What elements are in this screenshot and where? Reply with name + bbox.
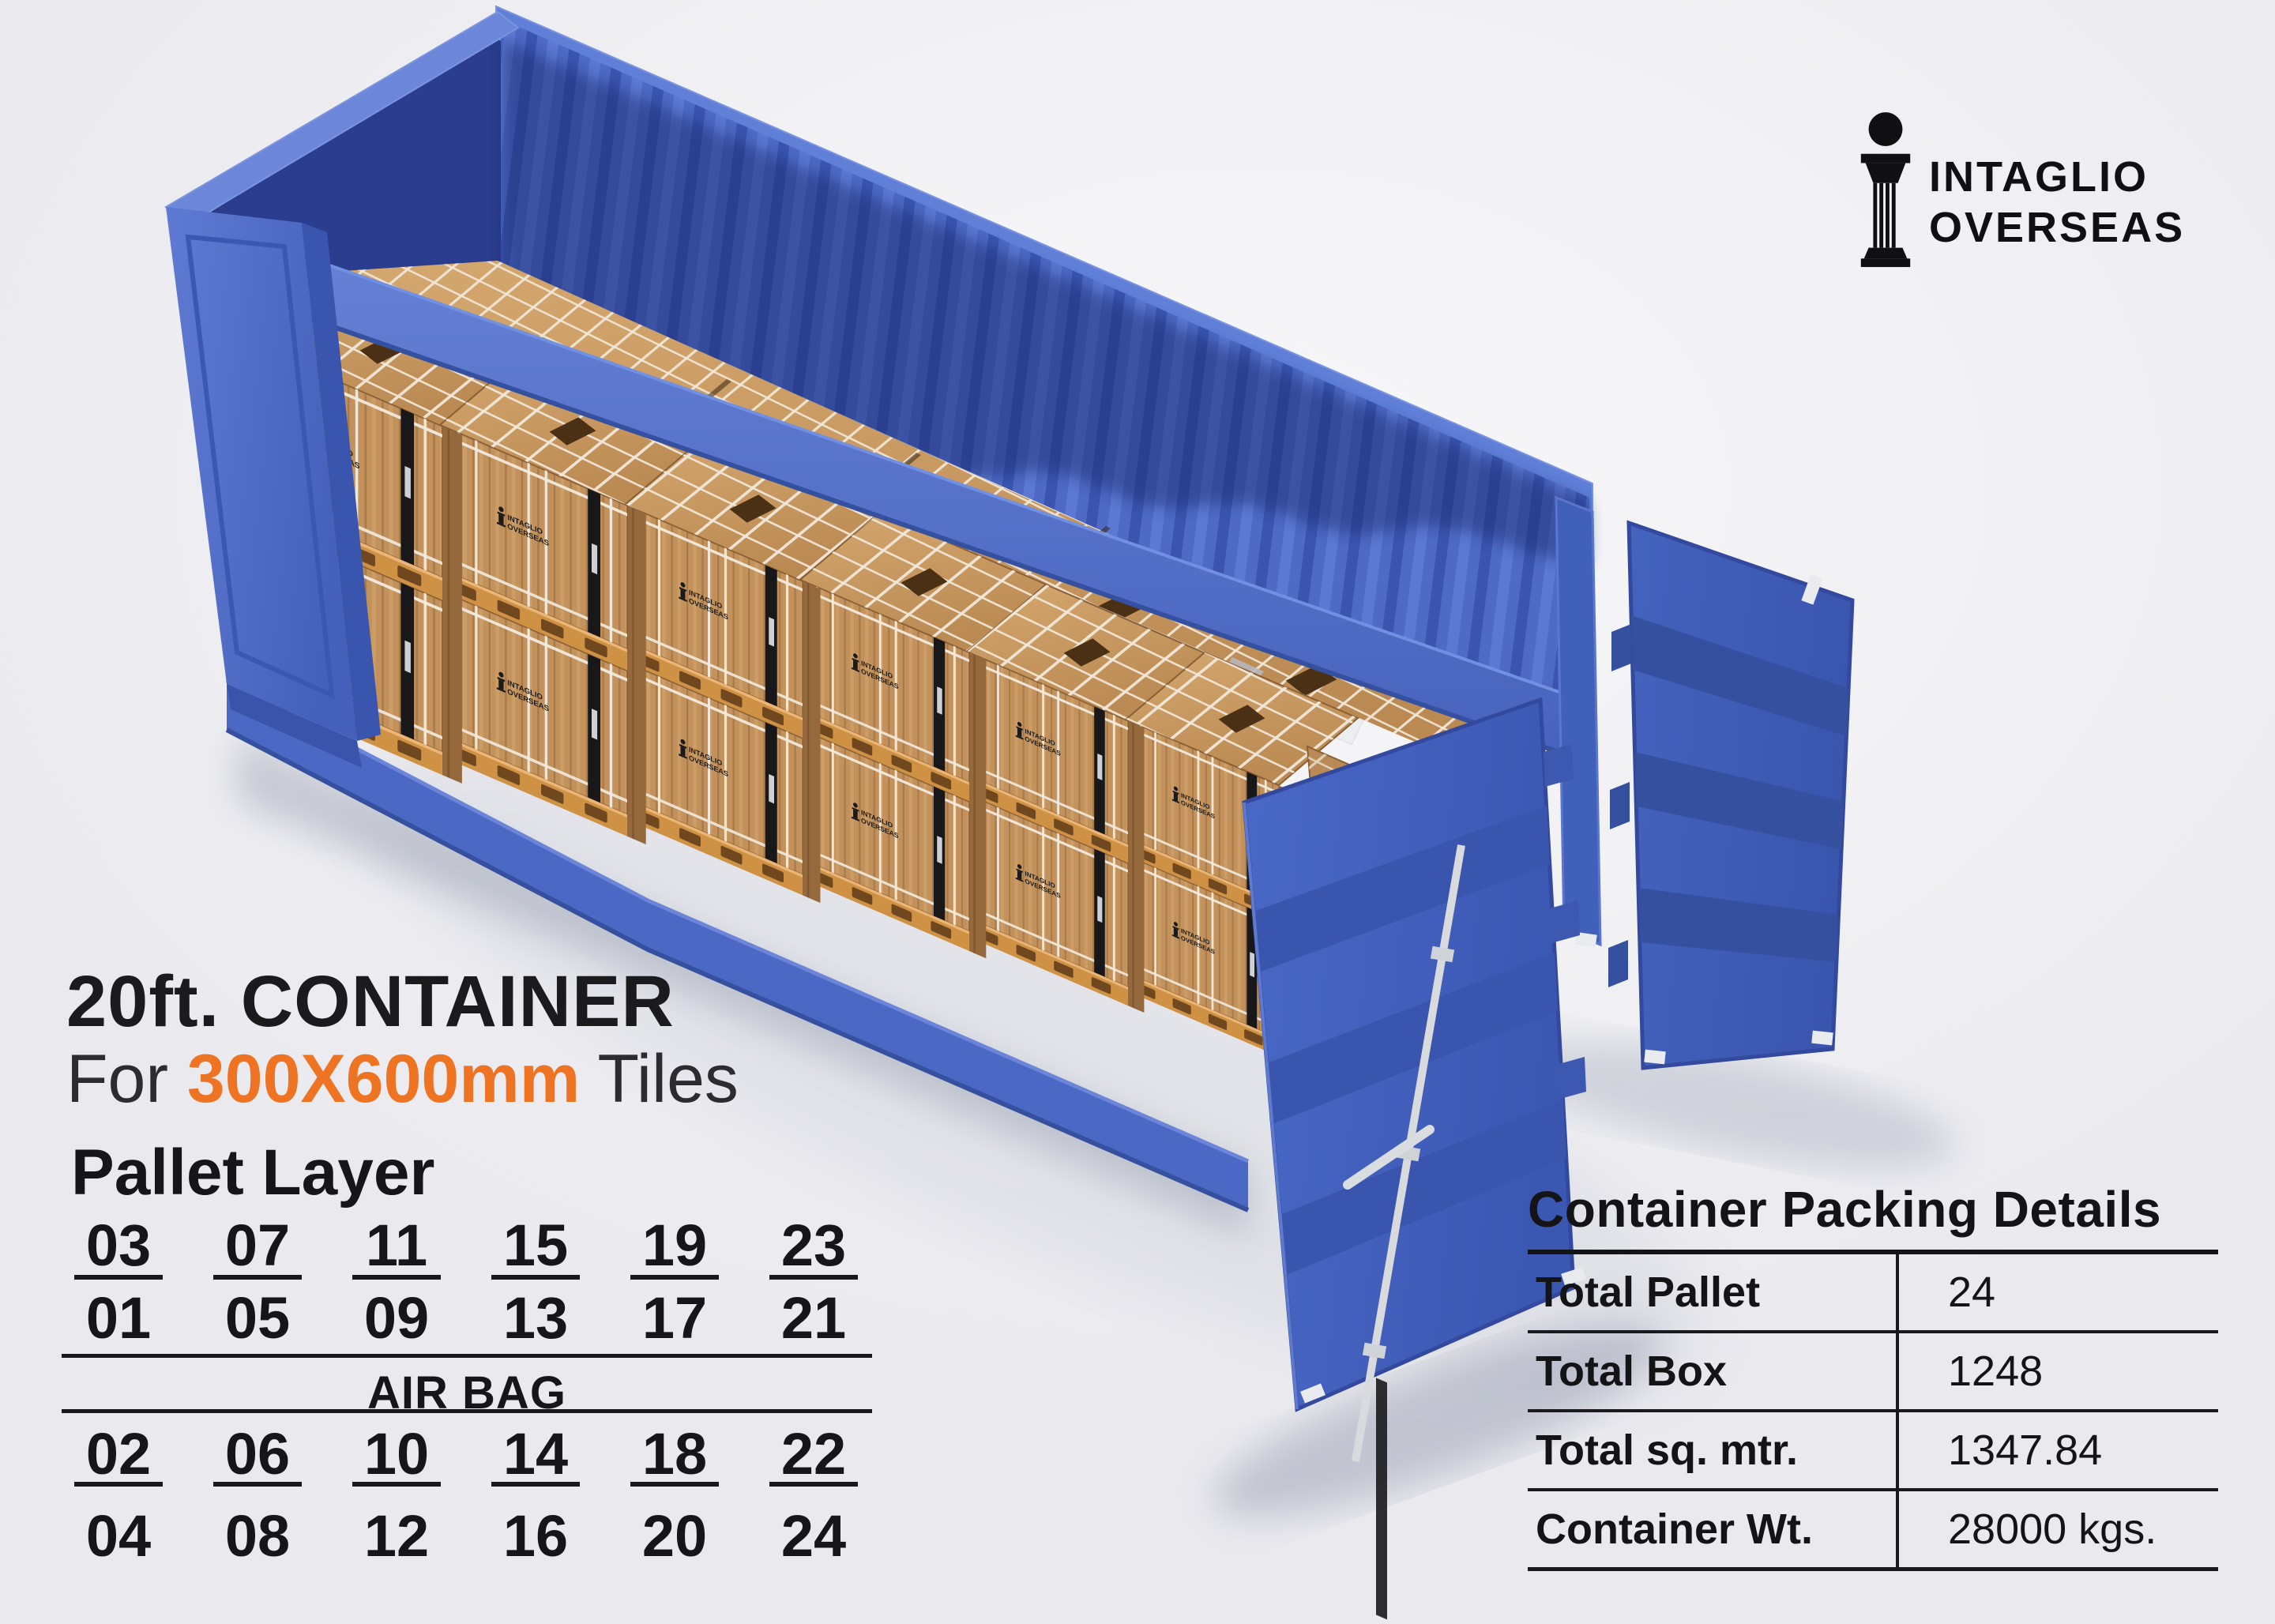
pallet-number-cell: 24 (780, 1503, 847, 1569)
pallet-number-cell: 14 (502, 1421, 569, 1487)
brand-logo: INTAGLIO OVERSEAS (1855, 111, 2226, 284)
door-edge-highlight (1243, 802, 1299, 1410)
row-label: Total Box (1536, 1348, 1727, 1395)
pallet-number-cell: 10 (363, 1421, 430, 1487)
door-hinge-tabs (1544, 744, 1586, 1100)
container-door-near-open (1242, 697, 1586, 1462)
pallet-layer-heading: Pallet Layer (71, 1137, 435, 1209)
pallet-number-cell: 20 (641, 1503, 708, 1569)
pallet-row-divider-set (49, 1275, 885, 1280)
front-top-rail (306, 259, 1569, 754)
pallet-number-cell: 15 (502, 1212, 569, 1278)
table-row: Total sq. mtr. 1347.84 (1528, 1412, 2218, 1491)
pallet-number-cell: 06 (224, 1421, 291, 1487)
pallet-row-top1: 03 07 11 15 19 23 (49, 1216, 885, 1275)
brand-name-line1: INTAGLIO (1929, 153, 2149, 201)
title-line2: For 300X600mm Tiles (66, 1041, 739, 1117)
air-bag-divider-bottom (62, 1409, 872, 1413)
pallet-number-cell: 01 (85, 1285, 152, 1351)
pallet-number-cell: 16 (502, 1503, 569, 1569)
pallet-row-bottom2: 04 08 12 16 20 24 (49, 1507, 885, 1566)
pallet-number-cell: 13 (502, 1285, 569, 1351)
title-line1: 20ft. CONTAINER (66, 961, 675, 1042)
table-row: Total Box 1248 (1528, 1333, 2218, 1412)
packing-details-title-rule (1528, 1250, 2218, 1254)
packing-details-title: Container Packing Details (1528, 1181, 2162, 1238)
pallet-row-divider-set (49, 1482, 885, 1487)
row-value: 1248 (1948, 1348, 2044, 1395)
packing-details-column-divider (1896, 1254, 1899, 1571)
left-end-wall (164, 10, 520, 768)
pallet-number-cell: 22 (780, 1421, 847, 1487)
title-block: 20ft. CONTAINER For 300X600mm Tiles (66, 965, 739, 1117)
right-corner-post (1555, 495, 1602, 947)
pallet-number-cell: 08 (224, 1503, 291, 1569)
packing-details-rows: Total Pallet 24 Total Box 1248 Total sq.… (1528, 1254, 2218, 1571)
door-handle-lever (1343, 1125, 1435, 1190)
door-handle (1801, 573, 1823, 605)
row-value: 24 (1948, 1269, 1996, 1316)
pallet-number-cell: 04 (85, 1503, 152, 1569)
door-foot (1300, 1383, 1326, 1404)
pallet-number-cell: 17 (641, 1285, 708, 1351)
title-tile-size: 300X600mm (186, 1041, 581, 1117)
bottom-rail (225, 679, 1250, 1212)
row-value: 28000 kgs. (1948, 1506, 2157, 1553)
pallet-number-cell: 21 (780, 1285, 847, 1351)
pallet-number-cell: 05 (224, 1285, 291, 1351)
pallet-top-holes-front (359, 336, 1265, 733)
pallet-number-cell: 09 (363, 1285, 430, 1351)
row-label: Container Wt. (1536, 1506, 1813, 1553)
air-bag-divider-top (62, 1354, 872, 1358)
column-pillar-icon (1860, 112, 1911, 268)
pallet-number-cell: 18 (641, 1421, 708, 1487)
row-label: Total Pallet (1536, 1269, 1761, 1316)
pallet-number-cell: 02 (85, 1421, 152, 1487)
door-foot (1644, 1049, 1666, 1065)
door-foot (1561, 1267, 1586, 1286)
pallet-number-cell: 12 (363, 1503, 430, 1569)
door-foot (1811, 1030, 1833, 1046)
pallet-number-cell: 23 (780, 1212, 847, 1278)
door-hinge-tabs (1608, 624, 1631, 987)
pallet-number-cell: 03 (85, 1212, 152, 1278)
pallet-row-bottom1: 02 06 10 14 18 22 (49, 1425, 885, 1483)
title-line2-suffix: Tiles (580, 1041, 739, 1117)
pallet-number-cell: 11 (365, 1212, 428, 1278)
post-foot-fitting (1574, 932, 1597, 948)
packing-details-table: Container Packing Details Total Pallet 2… (1528, 1183, 2218, 1571)
table-row: Container Wt. 28000 kgs. (1528, 1491, 2218, 1571)
title-line2-prefix: For (66, 1041, 187, 1117)
row-value: 1347.84 (1948, 1427, 2103, 1474)
row-label: Total sq. mtr. (1536, 1427, 1799, 1474)
pallet-number-cell: 19 (641, 1212, 708, 1278)
table-row: Total Pallet 24 (1528, 1254, 2218, 1333)
brand-name-line2: OVERSEAS (1929, 204, 2186, 251)
door-lock-rod (1343, 844, 1465, 1462)
pallet-row-top2: 01 05 09 13 17 21 (49, 1289, 885, 1348)
container-door-far-open (1608, 520, 1855, 1070)
pallet-number-cell: 07 (224, 1212, 291, 1278)
